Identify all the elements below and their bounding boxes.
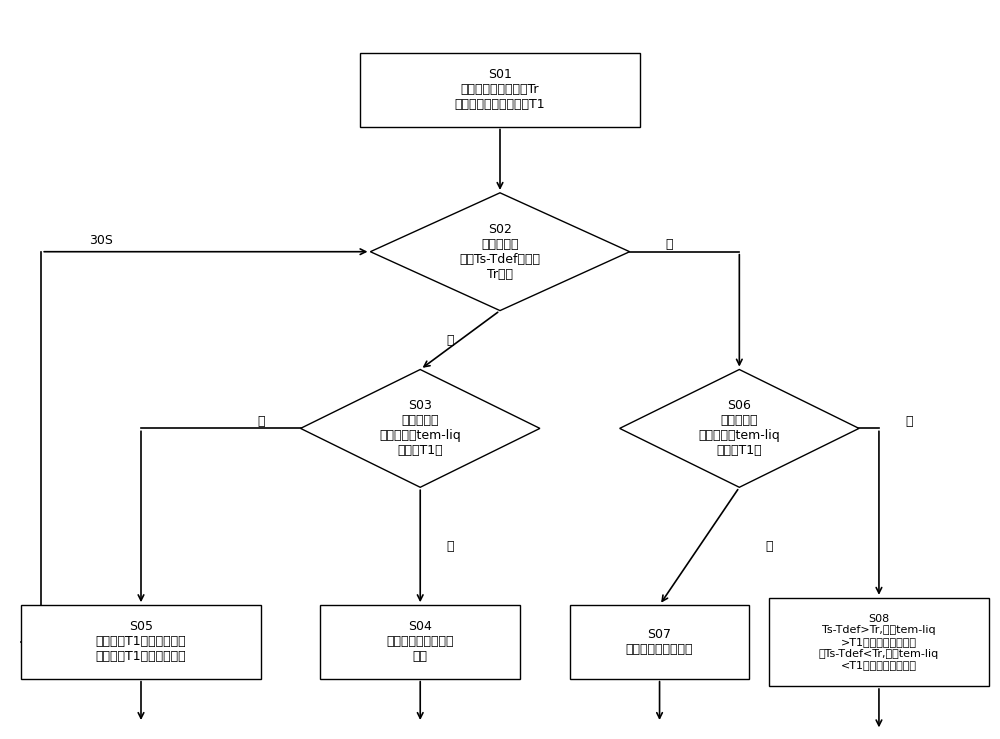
Polygon shape [620, 370, 859, 487]
Text: S02
实际吸气过
热度Ts-Tdef是否与
Tr相等: S02 实际吸气过 热度Ts-Tdef是否与 Tr相等 [460, 222, 540, 281]
Text: 否: 否 [257, 415, 264, 428]
Polygon shape [301, 370, 540, 487]
Text: 是: 是 [446, 333, 454, 347]
FancyBboxPatch shape [320, 605, 520, 678]
Polygon shape [370, 193, 630, 310]
Text: S06
电子膨胀阀
实际过冷度tem-liq
是否在T1内: S06 电子膨胀阀 实际过冷度tem-liq 是否在T1内 [698, 399, 780, 457]
FancyBboxPatch shape [21, 605, 261, 678]
Text: S05
开大大于T1的电子膨胀阀
关小小于T1的电子膨胀阀: S05 开大大于T1的电子膨胀阀 关小小于T1的电子膨胀阀 [96, 621, 186, 664]
Text: S07
调节所有电子膨胀阀: S07 调节所有电子膨胀阀 [626, 628, 693, 656]
Text: 是: 是 [766, 539, 773, 553]
FancyBboxPatch shape [360, 53, 640, 126]
Text: 否: 否 [666, 238, 673, 251]
Text: 是: 是 [446, 539, 454, 553]
FancyBboxPatch shape [769, 598, 989, 686]
Text: S01
设定目标吸气过热度Tr
电子膨胀阀目标过冷度T1: S01 设定目标吸气过热度Tr 电子膨胀阀目标过冷度T1 [455, 68, 545, 112]
Text: S03
电子膨胀阀
实际过冷度tem-liq
是否在T1内: S03 电子膨胀阀 实际过冷度tem-liq 是否在T1内 [379, 399, 461, 457]
Text: S08
Ts-Tdef>Tr,开大tem-liq
>T1上限的电子膨胀阀
或Ts-Tdef<Tr,关小tem-liq
<T1下限的电子膨胀阀: S08 Ts-Tdef>Tr,开大tem-liq >T1上限的电子膨胀阀 或Ts… [819, 613, 939, 670]
Text: S04
电子膨胀阀开度不做
调整: S04 电子膨胀阀开度不做 调整 [386, 621, 454, 664]
FancyBboxPatch shape [570, 605, 749, 678]
Text: 30S: 30S [89, 234, 113, 247]
Text: 否: 否 [905, 415, 913, 428]
